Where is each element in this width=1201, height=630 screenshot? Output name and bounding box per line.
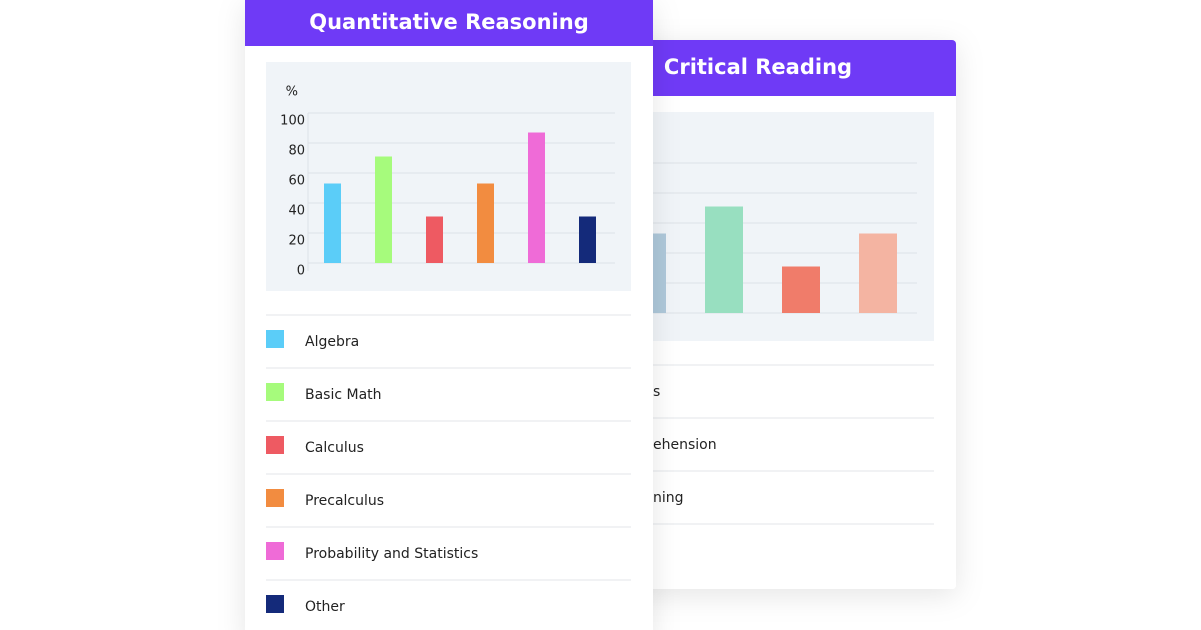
legend-swatch (266, 542, 284, 560)
legend-label: Precalculus (305, 493, 384, 509)
legend-label: ning (653, 490, 684, 506)
legend-label: ehension (653, 437, 717, 453)
y-tick-label: 20 (288, 234, 305, 249)
card-title: Critical Reading (664, 55, 852, 79)
bar (426, 216, 443, 263)
y-tick-label: 80 (288, 144, 305, 159)
legend-swatch (266, 595, 284, 613)
card: Quantitative Reasoning% 0 20 40 60 80 100 Algeb… (245, 0, 653, 630)
legend-swatch (266, 383, 284, 401)
card-header (560, 90, 956, 96)
card-header (560, 40, 956, 96)
legend-swatch (266, 489, 284, 507)
legend-label: Other (305, 599, 345, 615)
legend-swatch (266, 330, 284, 348)
legend-swatch (266, 436, 284, 454)
bar (859, 233, 897, 313)
y-tick-label: 0 (297, 264, 305, 279)
bar (528, 132, 545, 263)
bar (375, 156, 392, 263)
legend-label: Algebra (305, 334, 359, 350)
legend-label: Probability and Statistics (305, 546, 478, 562)
chart-area (266, 62, 631, 291)
bar (782, 266, 820, 313)
bar (324, 183, 341, 263)
bar (477, 183, 494, 263)
bar (705, 206, 743, 313)
legend-label: s (653, 384, 660, 400)
legend-label: Calculus (305, 440, 364, 456)
legend-label: Basic Math (305, 387, 382, 403)
y-tick-label: 100 (280, 114, 305, 129)
y-unit: % (286, 85, 298, 100)
y-tick-label: 60 (288, 174, 305, 189)
y-tick-label: 40 (288, 204, 305, 219)
card-title: Quantitative Reasoning (309, 10, 589, 34)
card-header (245, 40, 653, 46)
card-header (245, 0, 653, 46)
bar (579, 216, 596, 263)
